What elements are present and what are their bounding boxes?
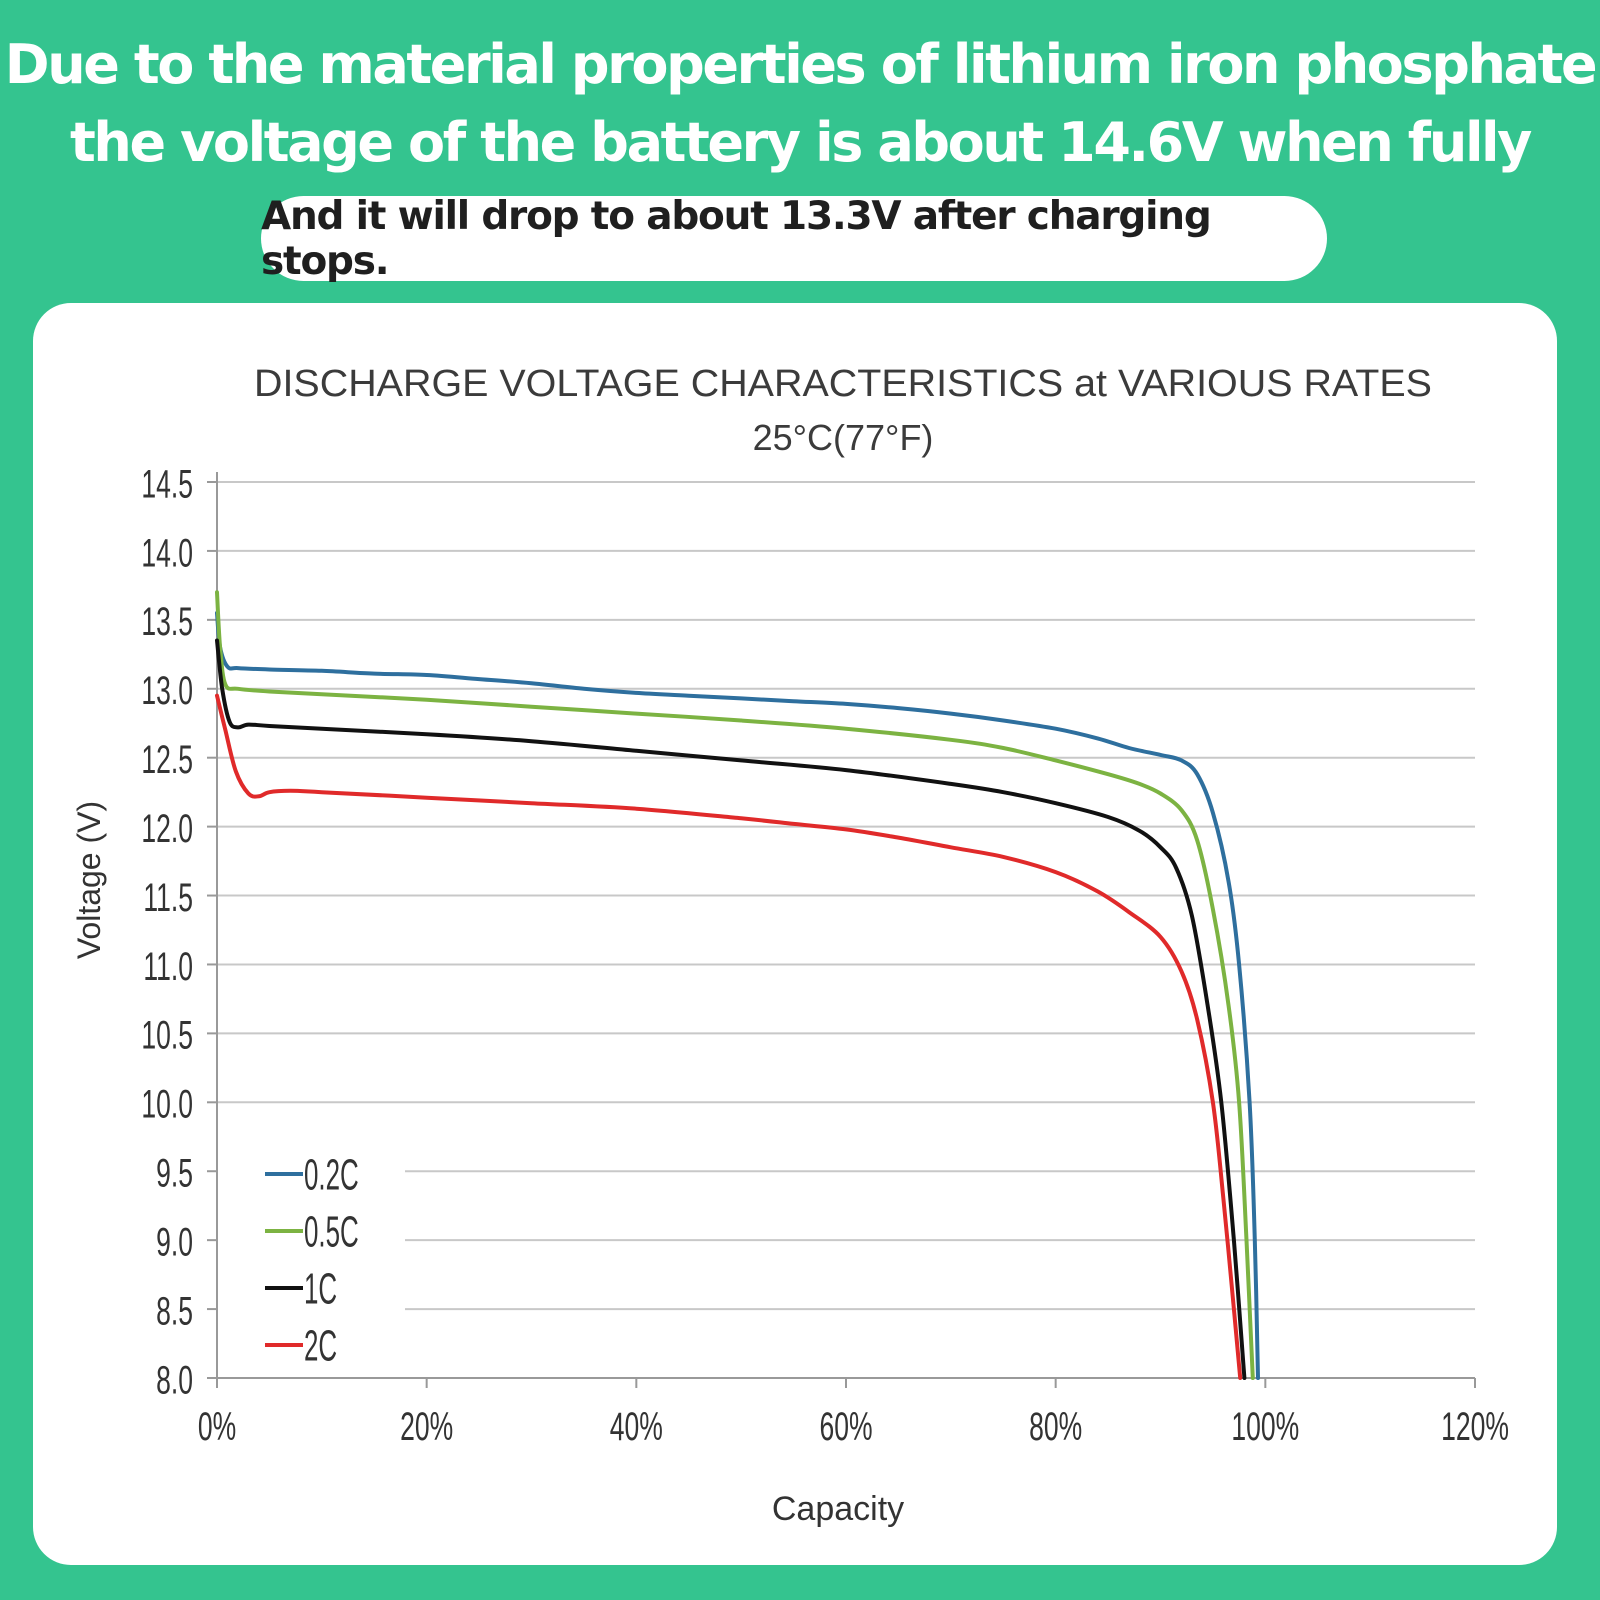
x-tick-label: 80% — [1029, 1405, 1082, 1450]
x-tick-label: 60% — [819, 1405, 872, 1450]
y-tick-label: 12.0 — [141, 807, 193, 852]
subtitle-text: And it will drop to about 13.3V after ch… — [261, 193, 1212, 284]
y-tick-label: 13.5 — [141, 600, 193, 645]
series-line-1C — [215, 638, 1247, 1380]
legend-label: 1C — [304, 1265, 337, 1314]
legend-label: 2C — [304, 1322, 337, 1371]
x-tick-label: 120% — [1441, 1405, 1509, 1450]
y-tick-label: 14.5 — [141, 462, 193, 507]
y-axis-label: Voltage (V) — [71, 801, 107, 959]
headline-line-1: Due to the material properties of lithiu… — [4, 33, 1598, 96]
headline: Due to the material properties of lithiu… — [0, 26, 1600, 260]
y-tick-label: 10.0 — [141, 1082, 193, 1127]
y-tick-label: 10.5 — [141, 1013, 193, 1058]
y-tick-label: 11.0 — [143, 944, 193, 989]
series-line-0-5C — [215, 590, 1255, 1380]
y-tick-label: 8.5 — [156, 1289, 193, 1334]
series-line-2C — [215, 693, 1243, 1380]
legend-label: 0.5C — [304, 1208, 359, 1257]
chart-title: DISCHARGE VOLTAGE CHARACTERISTICS at VAR… — [254, 363, 1432, 405]
axes: 14.5 14.0 13.5 13.0 12.5 12.0 11.5 11.0 10.5 10.0… — [141, 462, 1509, 1449]
y-tick-label: 8.0 — [156, 1358, 193, 1403]
legend: 0.2C 0.5C 1C 2C — [265, 1151, 359, 1371]
y-tick-label: 9.0 — [156, 1220, 193, 1265]
x-tick-label: 20% — [400, 1405, 453, 1450]
x-tick-label: 100% — [1231, 1405, 1299, 1450]
subtitle-pill: And it will drop to about 13.3V after ch… — [261, 193, 1327, 284]
series-line-0-2C — [215, 611, 1260, 1380]
x-tick-label: 40% — [610, 1405, 663, 1450]
y-tick-label: 11.5 — [143, 875, 193, 920]
chart-card — [33, 303, 1557, 1565]
y-tick-label: 9.5 — [156, 1151, 193, 1196]
legend-label: 0.2C — [304, 1151, 359, 1200]
y-tick-label: 14.0 — [141, 531, 193, 576]
headline-line-2: the voltage of the battery is about 14.6… — [70, 111, 1532, 252]
chart-subtitle: 25°C(77°F) — [753, 417, 934, 458]
x-tick-label: 0% — [198, 1405, 236, 1450]
x-axis-label: Capacity — [772, 1490, 904, 1528]
series-lines — [215, 590, 1260, 1380]
y-tick-label: 13.0 — [141, 669, 193, 714]
y-tick-label: 12.5 — [141, 738, 193, 783]
grid-lines — [217, 481, 1475, 1379]
